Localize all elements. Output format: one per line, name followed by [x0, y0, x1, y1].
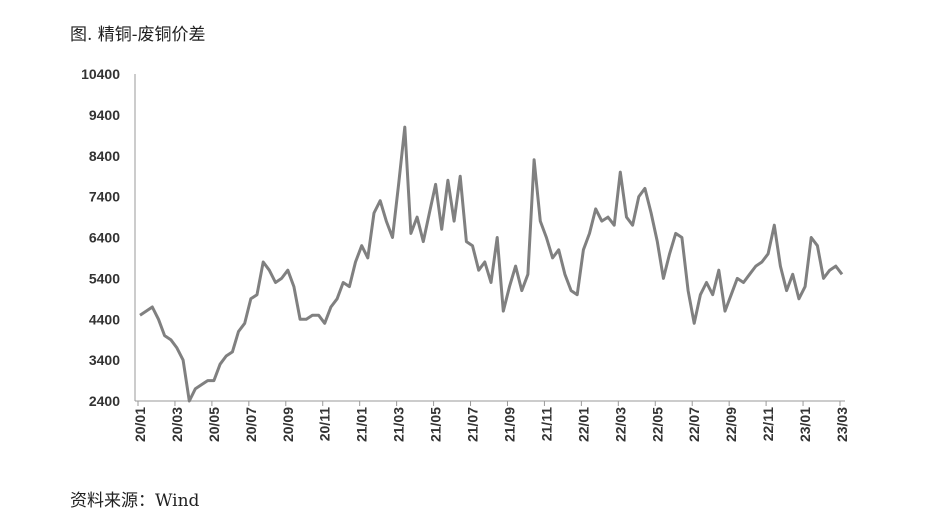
x-tick-label: 21/09: [501, 407, 517, 442]
x-tick-label: 22/11: [760, 407, 776, 441]
x-tick-label: 22/07: [686, 407, 702, 442]
x-tick-label: 22/03: [612, 407, 628, 442]
x-tick-label: 20/01: [132, 407, 148, 442]
price-line: [139, 125, 844, 403]
x-tick-label: 21/11: [538, 407, 554, 441]
x-tick-label: 23/01: [797, 407, 813, 442]
x-tick-label: 22/09: [723, 407, 739, 442]
y-tick-label: 3400: [89, 352, 120, 368]
x-tick-label: 21/01: [354, 407, 370, 442]
y-tick-label: 6400: [89, 230, 120, 246]
y-tick-label: 5400: [89, 270, 120, 286]
y-tick-label: 10400: [81, 66, 120, 82]
y-tick-label: 4400: [89, 311, 120, 327]
x-tick-label: 21/07: [465, 407, 481, 442]
x-tick-label: 22/05: [649, 407, 665, 442]
source-note: 资料来源：Wind: [70, 491, 200, 511]
x-tick-label: 20/05: [206, 407, 222, 442]
x-tick-label: 22/01: [575, 407, 591, 442]
y-tick-label: 2400: [89, 393, 120, 409]
y-tick-label: 8400: [89, 148, 120, 164]
x-tick-label: 21/03: [391, 407, 407, 442]
y-tick-label: 7400: [89, 189, 120, 205]
x-tick-label: 20/09: [280, 407, 296, 442]
x-tick-label: 20/03: [169, 407, 185, 442]
x-tick-label: 23/03: [834, 407, 850, 442]
chart-title: 图. 精铜-废铜价差: [70, 25, 206, 45]
x-tick-label: 20/11: [317, 407, 333, 441]
y-tick-label: 9400: [89, 107, 120, 123]
x-tick-label: 21/05: [428, 407, 444, 442]
x-tick-label: 20/07: [243, 407, 259, 442]
